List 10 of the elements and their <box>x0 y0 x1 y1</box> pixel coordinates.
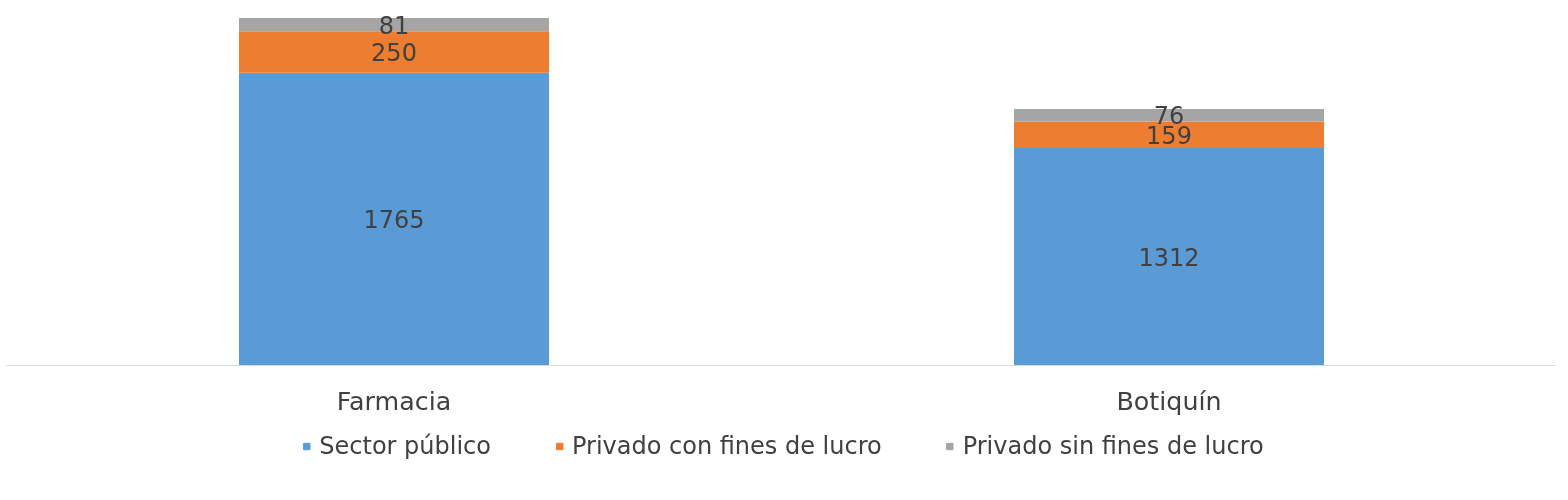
bar <box>239 72 549 366</box>
legend-label: Sector público <box>319 431 491 460</box>
bar <box>1014 147 1324 366</box>
data-label: 250 <box>371 39 417 68</box>
legend-label: Privado con fines de lucro <box>571 431 882 460</box>
x-tick-label: Botiquín <box>1116 385 1222 416</box>
data-label: 1312 <box>1138 243 1200 272</box>
data-label: 1765 <box>363 206 425 235</box>
x-tick-label: Farmacia <box>336 385 452 416</box>
legend-label: Privado sin fines de lucro <box>962 431 1264 460</box>
